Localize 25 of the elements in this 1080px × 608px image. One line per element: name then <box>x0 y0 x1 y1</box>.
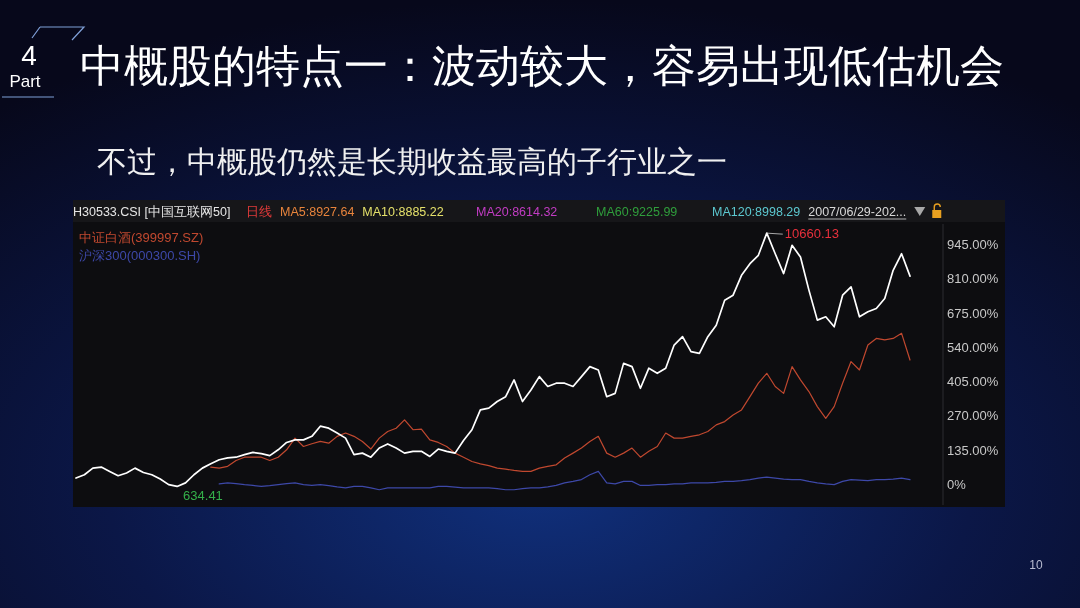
subtitle: 不过，中概股仍然是长期收益最高的子行业之一 <box>97 145 727 178</box>
badge-word: Part <box>9 72 41 91</box>
y-tick-label: 0% <box>947 477 966 493</box>
y-tick-label: 945.00% <box>947 236 999 252</box>
y-tick-label: 405.00% <box>947 374 999 390</box>
header-text: MA60:9225.99 <box>596 205 678 219</box>
header-text: 日线 <box>246 205 272 219</box>
title: 中概股的特点一：波动较大，容易出现低估机会 <box>80 41 1004 90</box>
data-label: 634.41 <box>183 488 223 504</box>
header-text: 2007/06/29-202... <box>808 205 907 219</box>
y-tick-label: 810.00% <box>947 271 999 287</box>
data-label: 10660.13 <box>784 226 839 242</box>
header-text: MA10:8885.22 <box>362 205 444 219</box>
header-text: MA20:8614.32 <box>476 205 558 219</box>
page-number: 10 <box>1029 558 1043 572</box>
header-text: MA5:8927.64 <box>280 205 355 219</box>
y-tick-label: 540.00% <box>947 339 999 355</box>
header-text: MA120:8998.29 <box>712 205 801 219</box>
y-tick-label: 270.00% <box>947 408 999 424</box>
header-text: H30533.CSI [中国互联网50] <box>73 205 231 219</box>
legend-entry: 沪深300(000300.SH) <box>79 248 201 263</box>
legend-entry: 中证白酒(399997.SZ) <box>79 230 204 245</box>
y-tick-label: 135.00% <box>947 442 999 458</box>
badge-number: 4 <box>21 40 37 71</box>
y-tick-label: 675.00% <box>947 305 999 321</box>
